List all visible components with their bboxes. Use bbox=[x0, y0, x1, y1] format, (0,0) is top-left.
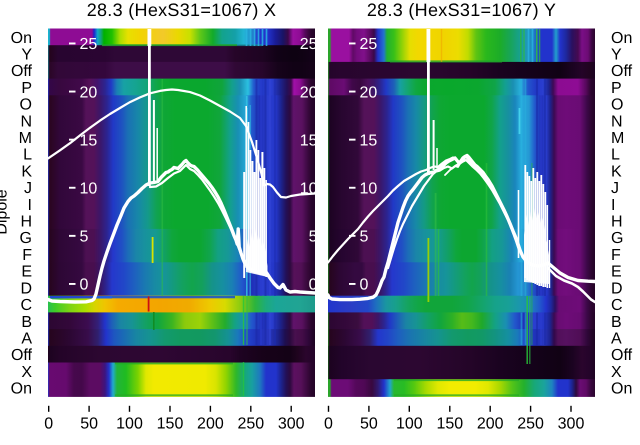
svg-text:P: P bbox=[21, 80, 32, 97]
svg-text:25: 25 bbox=[360, 36, 378, 53]
svg-text:0: 0 bbox=[44, 416, 53, 433]
svg-text:On: On bbox=[611, 30, 632, 47]
svg-text:H: H bbox=[20, 214, 32, 231]
svg-text:200: 200 bbox=[477, 416, 504, 433]
svg-text:I: I bbox=[611, 197, 615, 214]
svg-text:X: X bbox=[21, 364, 32, 381]
svg-text:M: M bbox=[611, 130, 624, 147]
svg-text:0: 0 bbox=[360, 277, 369, 294]
svg-text:Y: Y bbox=[21, 47, 32, 64]
svg-text:P: P bbox=[611, 80, 622, 97]
svg-text:10: 10 bbox=[80, 181, 98, 198]
svg-text:D: D bbox=[611, 280, 623, 297]
svg-text:E: E bbox=[611, 264, 622, 281]
svg-text:C: C bbox=[611, 297, 623, 314]
svg-text:20: 20 bbox=[80, 84, 98, 101]
svg-text:J: J bbox=[24, 180, 32, 197]
svg-text:20: 20 bbox=[360, 84, 378, 101]
svg-text:G: G bbox=[20, 230, 32, 247]
svg-text:5: 5 bbox=[80, 229, 89, 246]
svg-text:X: X bbox=[611, 364, 622, 381]
svg-text:5: 5 bbox=[309, 229, 318, 246]
svg-text:K: K bbox=[611, 163, 622, 180]
svg-text:O: O bbox=[611, 97, 623, 114]
svg-text:I: I bbox=[28, 197, 32, 214]
svg-text:A: A bbox=[611, 330, 622, 347]
svg-text:K: K bbox=[21, 163, 32, 180]
svg-text:10: 10 bbox=[360, 181, 378, 198]
svg-text:150: 150 bbox=[157, 416, 184, 433]
svg-text:N: N bbox=[611, 113, 623, 130]
svg-text:20: 20 bbox=[300, 84, 318, 101]
svg-text:25: 25 bbox=[80, 36, 98, 53]
svg-text:F: F bbox=[22, 247, 32, 264]
svg-text:M: M bbox=[19, 130, 32, 147]
svg-text:28.3 (HexS31=1067) Y: 28.3 (HexS31=1067) Y bbox=[367, 0, 556, 20]
svg-text:J: J bbox=[611, 180, 619, 197]
svg-text:15: 15 bbox=[80, 132, 98, 149]
svg-text:B: B bbox=[21, 314, 32, 331]
svg-text:Y: Y bbox=[611, 47, 622, 64]
svg-text:28.3 (HexS31=1067) X: 28.3 (HexS31=1067) X bbox=[87, 0, 277, 20]
svg-text:0: 0 bbox=[309, 277, 318, 294]
svg-text:150: 150 bbox=[436, 416, 463, 433]
svg-text:C: C bbox=[20, 297, 32, 314]
svg-text:G: G bbox=[611, 230, 623, 247]
svg-text:0: 0 bbox=[80, 277, 89, 294]
svg-text:0: 0 bbox=[324, 416, 333, 433]
svg-text:15: 15 bbox=[300, 132, 318, 149]
svg-text:On: On bbox=[11, 30, 32, 47]
svg-text:L: L bbox=[23, 147, 32, 164]
svg-text:50: 50 bbox=[360, 416, 378, 433]
svg-text:On: On bbox=[11, 381, 32, 398]
svg-text:100: 100 bbox=[116, 416, 143, 433]
svg-text:100: 100 bbox=[396, 416, 423, 433]
svg-text:5: 5 bbox=[360, 229, 369, 246]
svg-text:Off: Off bbox=[611, 63, 633, 80]
svg-text:200: 200 bbox=[197, 416, 224, 433]
svg-text:25: 25 bbox=[300, 36, 318, 53]
svg-text:N: N bbox=[20, 113, 32, 130]
svg-text:On: On bbox=[611, 381, 632, 398]
svg-text:10: 10 bbox=[300, 181, 318, 198]
svg-text:300: 300 bbox=[558, 416, 585, 433]
svg-text:250: 250 bbox=[237, 416, 264, 433]
svg-text:Off: Off bbox=[11, 63, 33, 80]
svg-text:15: 15 bbox=[360, 132, 378, 149]
svg-text:250: 250 bbox=[517, 416, 544, 433]
svg-text:H: H bbox=[611, 214, 623, 231]
svg-text:D: D bbox=[20, 280, 32, 297]
svg-text:Off: Off bbox=[11, 347, 33, 364]
svg-text:A: A bbox=[21, 330, 32, 347]
svg-text:E: E bbox=[21, 264, 32, 281]
svg-text:B: B bbox=[611, 314, 622, 331]
svg-text:300: 300 bbox=[278, 416, 305, 433]
svg-text:Dipole: Dipole bbox=[0, 189, 11, 234]
svg-text:Off: Off bbox=[611, 347, 633, 364]
svg-text:L: L bbox=[611, 147, 620, 164]
svg-text:F: F bbox=[611, 247, 621, 264]
svg-text:50: 50 bbox=[80, 416, 98, 433]
svg-text:O: O bbox=[20, 97, 32, 114]
